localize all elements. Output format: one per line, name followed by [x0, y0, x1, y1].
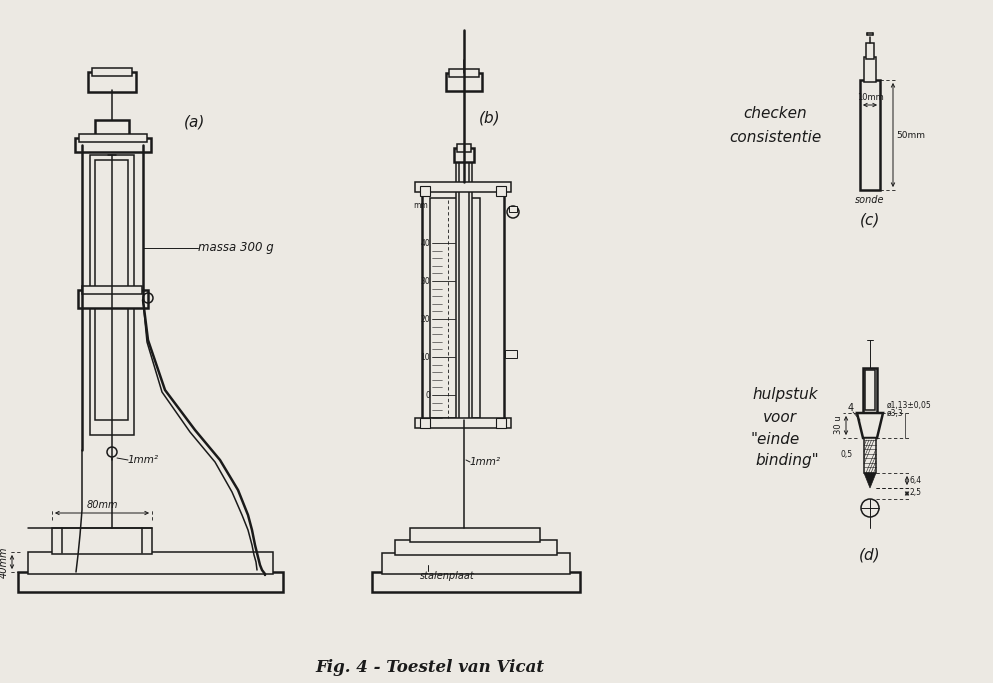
Text: 1mm²: 1mm²	[470, 457, 501, 467]
Text: 30 u: 30 u	[834, 416, 843, 434]
Text: consistentie: consistentie	[729, 130, 821, 145]
Text: hulpstuk: hulpstuk	[752, 387, 818, 402]
Text: 50mm: 50mm	[896, 130, 925, 139]
Bar	[422, 188, 504, 426]
Bar	[860, 80, 880, 190]
Text: 0: 0	[425, 391, 430, 400]
Bar	[410, 528, 540, 542]
Text: mm: mm	[413, 201, 428, 210]
Bar	[78, 290, 148, 308]
Text: 6,4: 6,4	[910, 475, 922, 484]
Polygon shape	[864, 473, 876, 488]
Text: (c): (c)	[860, 212, 880, 227]
Bar	[82, 286, 142, 294]
Bar	[863, 368, 877, 413]
Text: 30: 30	[420, 277, 430, 285]
Text: 20: 20	[420, 314, 430, 324]
Text: ø1,13±0,05: ø1,13±0,05	[887, 401, 931, 410]
Text: sonde: sonde	[855, 195, 885, 205]
Text: binding": binding"	[756, 453, 819, 467]
Bar	[415, 418, 511, 428]
Bar	[95, 160, 128, 420]
Bar	[509, 206, 517, 212]
Bar	[79, 134, 147, 142]
Text: 80mm: 80mm	[86, 500, 118, 510]
Bar	[505, 350, 517, 358]
Bar	[454, 148, 474, 162]
Text: checken: checken	[743, 105, 806, 120]
Bar	[864, 57, 876, 82]
Bar	[95, 120, 129, 148]
Text: Fig. 4 - Toestel van Vicat: Fig. 4 - Toestel van Vicat	[316, 660, 544, 676]
Text: 10: 10	[420, 352, 430, 361]
Bar	[382, 553, 570, 574]
Text: 10mm: 10mm	[857, 93, 884, 102]
Bar	[90, 155, 134, 435]
Bar	[52, 528, 152, 554]
Bar	[420, 418, 430, 428]
Text: voor: voor	[763, 410, 797, 426]
Bar	[459, 160, 469, 420]
Text: 40mm: 40mm	[0, 546, 9, 578]
Bar	[420, 186, 430, 196]
Bar	[430, 198, 480, 418]
Bar	[496, 418, 506, 428]
Text: 40: 40	[420, 238, 430, 247]
Text: stalenplaat: stalenplaat	[420, 571, 475, 581]
Text: massa 300 g: massa 300 g	[198, 242, 274, 255]
Bar	[92, 68, 132, 76]
Bar	[866, 43, 874, 59]
Text: 1mm²: 1mm²	[128, 455, 159, 465]
Text: 2,5: 2,5	[910, 488, 922, 497]
Bar	[415, 182, 511, 192]
Text: (a): (a)	[185, 115, 206, 130]
Text: 4: 4	[848, 403, 854, 413]
Bar	[864, 438, 876, 473]
Text: 0,5: 0,5	[841, 451, 853, 460]
Bar	[446, 73, 482, 91]
Bar	[28, 552, 273, 574]
Text: (b): (b)	[480, 111, 500, 126]
Bar	[496, 186, 506, 196]
Text: (d): (d)	[859, 548, 881, 563]
Bar	[18, 572, 283, 592]
Text: ø3,3: ø3,3	[887, 409, 904, 418]
Bar	[395, 540, 557, 555]
Polygon shape	[857, 413, 883, 438]
Bar	[456, 155, 472, 425]
Bar	[88, 72, 136, 92]
Text: "einde: "einde	[751, 432, 799, 447]
Bar	[449, 69, 479, 77]
Bar	[865, 370, 875, 410]
Bar	[457, 144, 471, 152]
Bar	[372, 572, 580, 592]
Bar	[75, 138, 151, 152]
